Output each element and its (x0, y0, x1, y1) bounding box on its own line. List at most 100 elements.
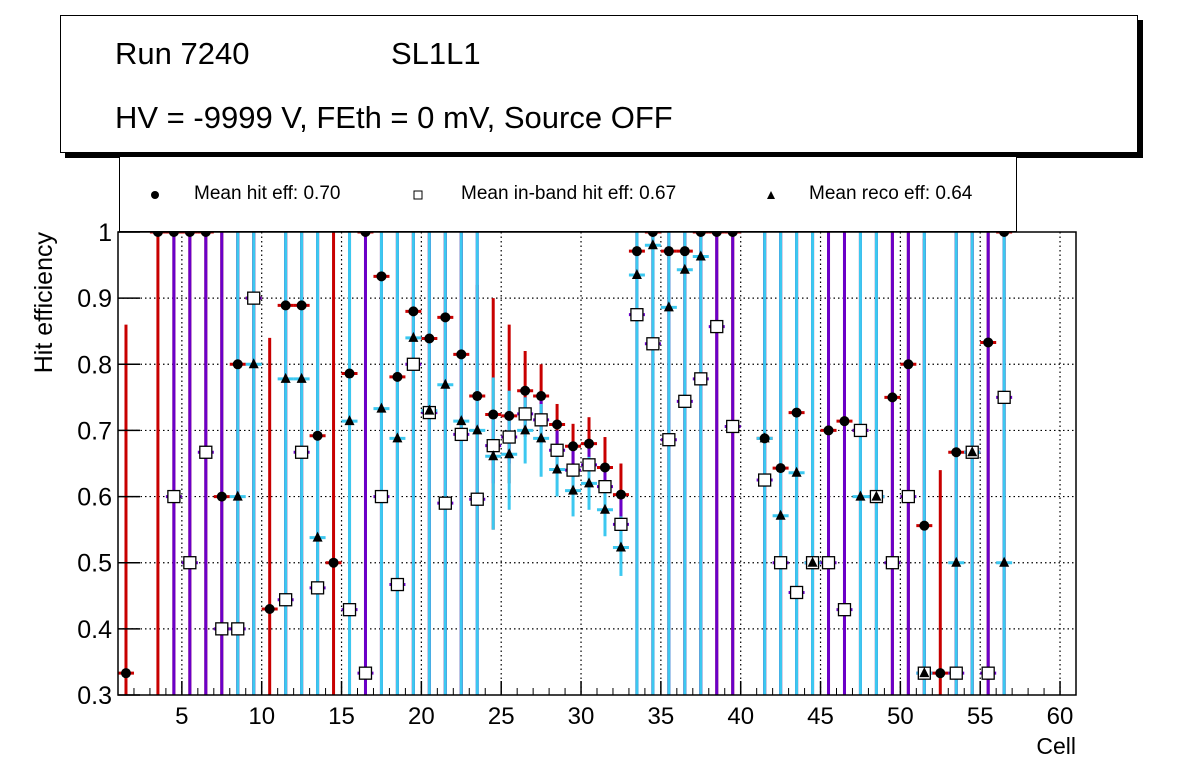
data-point-inband (646, 337, 660, 351)
data-point-hit (296, 300, 307, 311)
data-point-reco (504, 448, 515, 459)
data-point-reco (584, 477, 595, 488)
data-point-hit (584, 438, 595, 449)
data-point-inband (773, 556, 788, 570)
y-tick-label: 0.9 (77, 285, 112, 313)
data-point-hit (408, 306, 419, 317)
data-point-reco (663, 301, 674, 312)
data-point-inband (310, 581, 325, 595)
data-point-inband (901, 489, 915, 504)
data-point-inband (534, 413, 548, 427)
data-point-reco (679, 263, 690, 274)
data-point-inband (949, 666, 963, 680)
x-tick-label: 10 (248, 703, 275, 730)
y-tick-label: 0.4 (77, 616, 112, 644)
data-point-inband (726, 419, 740, 434)
x-tick-label: 40 (727, 703, 754, 730)
data-point-reco (472, 424, 483, 435)
data-point-inband (694, 372, 708, 386)
x-tick-label: 45 (807, 703, 834, 730)
y-axis-label: Hit efficiency (30, 232, 58, 374)
data-point-inband (278, 593, 293, 607)
data-point-inband (821, 556, 836, 570)
data-point-reco (568, 484, 579, 495)
data-point-hit (775, 463, 786, 474)
data-point-inband (502, 430, 516, 444)
data-point-inband (582, 458, 596, 472)
data-point-reco (967, 446, 978, 457)
y-tick-label: 1 (98, 219, 112, 247)
data-point-reco (631, 268, 642, 279)
data-point-inband (454, 427, 468, 442)
data-point-hit (440, 312, 451, 323)
data-point-reco (440, 378, 451, 389)
data-point-inband (215, 622, 229, 636)
data-point-hit (488, 409, 499, 420)
data-point-hit (120, 668, 131, 679)
data-point-inband (390, 577, 405, 592)
legend-item-inband: Mean in-band hit eff: 0.67 (461, 183, 677, 204)
data-point-reco (344, 415, 355, 426)
data-point-hit (264, 604, 275, 615)
data-point-reco (520, 424, 531, 435)
data-point-inband (981, 666, 995, 680)
x-tick-label: 35 (648, 703, 675, 730)
data-point-hit (823, 425, 834, 436)
legend: Mean hit eff: 0.70 Mean in-band hit eff:… (119, 157, 1017, 232)
data-point-hit (887, 392, 898, 403)
x-tick-label: 60 (1047, 703, 1074, 730)
data-point-inband (294, 445, 309, 459)
data-point-inband (550, 443, 564, 457)
data-point-hit (935, 668, 946, 679)
legend-circle-icon (151, 191, 159, 199)
data-point-inband (167, 489, 181, 504)
data-point-hit (344, 368, 355, 379)
data-point-inband (853, 423, 868, 438)
data-point-inband (247, 291, 261, 305)
data-point-inband (406, 357, 421, 371)
data-point-reco (919, 667, 930, 678)
tick-labels: 5 10 15 20 25 30 35 40 45 50 55 60 0.3 0.4 0.5 0.6 0.7 0.… (77, 219, 1073, 730)
data-point-hit (903, 359, 914, 370)
legend-triangle-icon (767, 191, 775, 199)
data-point-reco (855, 490, 866, 501)
data-point-inband (438, 496, 452, 510)
data-point-hit (520, 385, 531, 396)
x-tick-label: 5 (175, 703, 188, 730)
y-tick-label: 0.8 (77, 351, 112, 379)
x-tick-label: 55 (967, 703, 994, 730)
data-point-reco (424, 404, 435, 415)
data-point-hit (472, 391, 483, 402)
data-point-inband (183, 556, 197, 570)
data-point-inband (374, 489, 389, 504)
data-point-reco (759, 432, 770, 443)
data-point-reco (376, 402, 387, 413)
data-point-reco (280, 372, 291, 383)
x-tick-label: 15 (328, 703, 355, 730)
data-point-hit (376, 271, 387, 282)
x-axis-label: Cell (1036, 733, 1076, 759)
data-point-hit (679, 246, 690, 257)
data-point-reco (999, 556, 1010, 567)
axis-ticks (118, 231, 1077, 696)
x-tick-label: 30 (568, 703, 595, 730)
data-point-hit (232, 359, 243, 370)
data-point-reco (871, 490, 882, 501)
data-point-reco (599, 503, 610, 514)
data-point-hit (568, 441, 579, 452)
data-point-hit (216, 491, 227, 502)
data-point-hit (424, 333, 435, 344)
data-point-reco (408, 331, 419, 342)
legend-item-reco: Mean reco eff: 0.64 (809, 183, 973, 204)
data-point-inband (199, 445, 213, 459)
data-point-inband (758, 473, 772, 487)
legend-square-icon (413, 190, 423, 200)
data-point-reco (456, 415, 467, 426)
markers (120, 227, 1011, 680)
conditions-label: HV = -9999 V, FEth = 0 mV, Source OFF (115, 100, 673, 135)
data-point-inband (678, 394, 692, 408)
x-tick-label: 25 (488, 703, 515, 730)
data-point-inband (662, 433, 676, 447)
data-point-reco (232, 490, 243, 501)
